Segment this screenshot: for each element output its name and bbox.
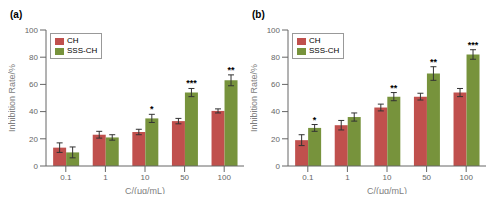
svg-text:**: ** — [390, 83, 398, 93]
svg-text:10: 10 — [383, 173, 392, 182]
svg-text:*: * — [313, 115, 317, 125]
svg-text:**: ** — [430, 57, 438, 67]
svg-text:100: 100 — [460, 173, 474, 182]
svg-text:**: ** — [228, 65, 236, 75]
html-text:CH: CH — [309, 36, 321, 45]
svg-text:C/(μg/mL): C/(μg/mL) — [125, 186, 165, 194]
svg-text:100: 100 — [218, 173, 232, 182]
svg-text:C/(μg/mL): C/(μg/mL) — [367, 186, 407, 194]
svg-text:100: 100 — [25, 26, 39, 35]
svg-text:40: 40 — [29, 107, 38, 116]
svg-text:*: * — [150, 104, 154, 114]
svg-text:50: 50 — [422, 173, 431, 182]
html-text:CH: CH — [67, 36, 79, 45]
svg-text:80: 80 — [29, 53, 38, 62]
svg-text:0.1: 0.1 — [302, 173, 314, 182]
svg-text:20: 20 — [271, 135, 280, 144]
svg-text:1: 1 — [345, 173, 350, 182]
html-text:(a): (a) — [10, 9, 23, 20]
svg-text:10: 10 — [141, 173, 150, 182]
svg-text:Inhibition Rate/%: Inhibition Rate/% — [250, 64, 259, 132]
svg-text:0: 0 — [276, 162, 281, 171]
svg-text:60: 60 — [29, 80, 38, 89]
svg-text:100: 100 — [267, 26, 281, 35]
svg-text:0.1: 0.1 — [60, 173, 72, 182]
html-text:(b): (b) — [252, 9, 265, 20]
svg-text:50: 50 — [180, 173, 189, 182]
svg-text:40: 40 — [271, 107, 280, 116]
svg-text:60: 60 — [271, 80, 280, 89]
svg-text:20: 20 — [29, 135, 38, 144]
svg-text:***: *** — [468, 40, 479, 50]
html-text:SSS-CH: SSS-CH — [309, 46, 340, 55]
html-text:SSS-CH: SSS-CH — [67, 46, 98, 55]
svg-text:***: *** — [186, 78, 197, 88]
svg-text:80: 80 — [271, 53, 280, 62]
svg-text:Inhibition Rate/%: Inhibition Rate/% — [8, 64, 17, 132]
svg-text:0: 0 — [34, 162, 39, 171]
svg-text:1: 1 — [103, 173, 108, 182]
